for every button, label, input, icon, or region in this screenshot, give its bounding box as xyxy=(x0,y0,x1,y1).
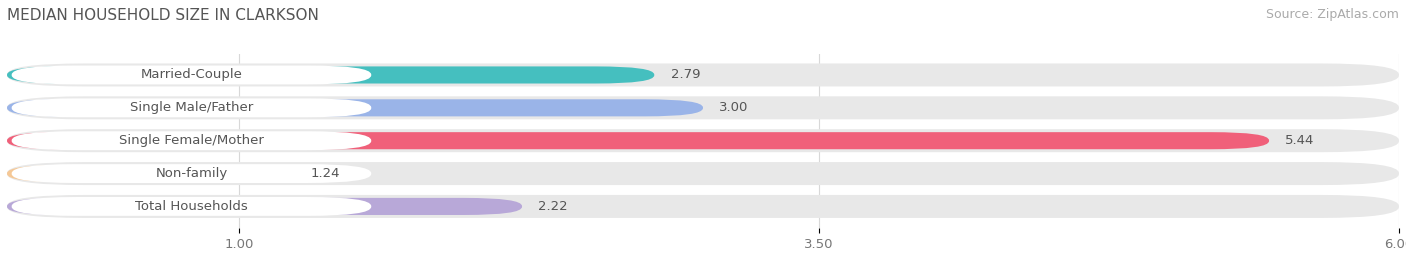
Text: 1.24: 1.24 xyxy=(311,167,340,180)
Text: 2.22: 2.22 xyxy=(538,200,568,213)
Text: 3.00: 3.00 xyxy=(720,101,748,114)
FancyBboxPatch shape xyxy=(7,129,1399,152)
FancyBboxPatch shape xyxy=(7,165,295,182)
FancyBboxPatch shape xyxy=(7,96,1399,119)
Text: 5.44: 5.44 xyxy=(1285,134,1315,147)
FancyBboxPatch shape xyxy=(7,64,1399,87)
Text: Non-family: Non-family xyxy=(155,167,228,180)
Text: 2.79: 2.79 xyxy=(671,68,700,81)
Text: Source: ZipAtlas.com: Source: ZipAtlas.com xyxy=(1265,8,1399,21)
FancyBboxPatch shape xyxy=(7,198,522,215)
FancyBboxPatch shape xyxy=(7,195,1399,218)
Text: MEDIAN HOUSEHOLD SIZE IN CLARKSON: MEDIAN HOUSEHOLD SIZE IN CLARKSON xyxy=(7,8,319,23)
FancyBboxPatch shape xyxy=(11,98,371,117)
Text: Married-Couple: Married-Couple xyxy=(141,68,242,81)
Text: Total Households: Total Households xyxy=(135,200,247,213)
FancyBboxPatch shape xyxy=(11,131,371,150)
FancyBboxPatch shape xyxy=(11,66,371,84)
FancyBboxPatch shape xyxy=(7,132,1270,149)
Text: Single Female/Mother: Single Female/Mother xyxy=(120,134,264,147)
FancyBboxPatch shape xyxy=(7,66,654,84)
Text: Single Male/Father: Single Male/Father xyxy=(129,101,253,114)
FancyBboxPatch shape xyxy=(11,197,371,216)
FancyBboxPatch shape xyxy=(7,99,703,116)
FancyBboxPatch shape xyxy=(11,164,371,183)
FancyBboxPatch shape xyxy=(7,162,1399,185)
